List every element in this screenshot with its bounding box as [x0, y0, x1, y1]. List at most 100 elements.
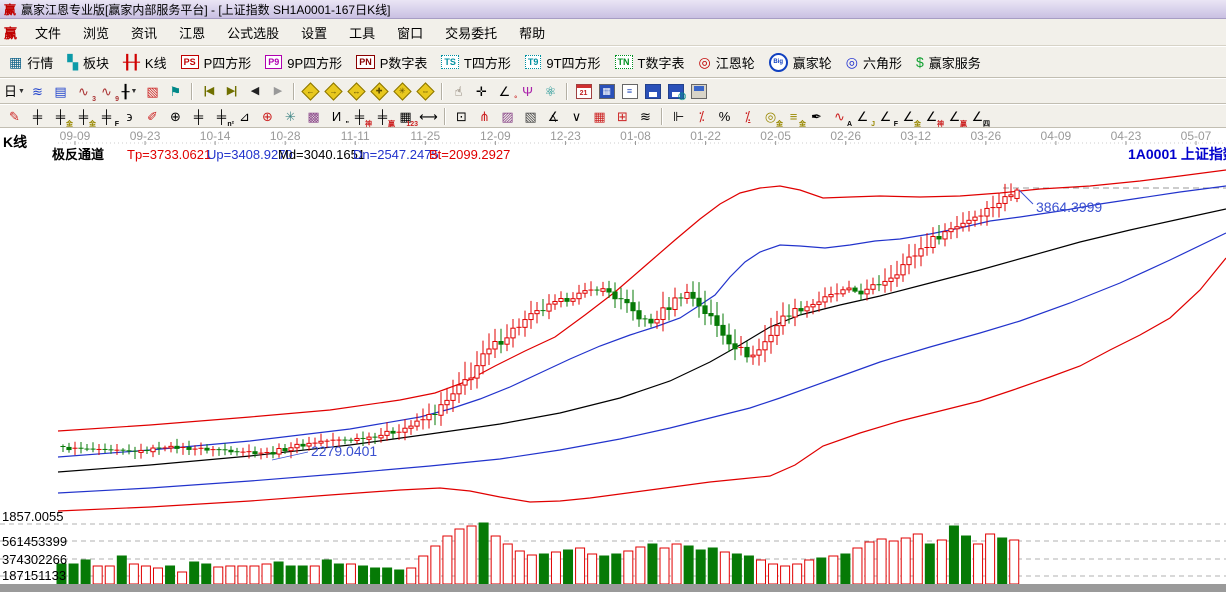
menu-item-formula-stock-pick[interactable]: 公式选股 [227, 25, 280, 41]
shaded-box-button[interactable]: ▧ [524, 108, 537, 124]
title-bar[interactable]: 赢 赢家江恩专业版[赢家内部服务平台] - [上证指数 SH1A0001-167… [0, 0, 1226, 19]
angle-measure-button[interactable]: ∠ ° [498, 83, 517, 103]
triangle-button[interactable]: ⊿ [239, 108, 250, 124]
wave-3-icon[interactable]: ∿ 3 [78, 83, 96, 103]
grid-web-button[interactable]: ▩ [307, 108, 320, 124]
calendar-button[interactable]: 21 [572, 82, 595, 101]
wave-9-icon[interactable]: ∿ 9 [101, 83, 119, 103]
fan-box-button[interactable]: ▨ [501, 108, 514, 124]
wave-channel-button[interactable]: ∿ A [834, 108, 852, 128]
menu-item-file[interactable]: 文件 [35, 25, 62, 41]
circle-gauge-button[interactable]: ⊕ [170, 108, 181, 124]
n2-ruler-button[interactable]: ╪ n² [216, 108, 234, 128]
shen-ruler-button[interactable]: ╪ 神 [354, 108, 372, 128]
percent-level-button[interactable]: ⁒ [744, 108, 751, 124]
menu-item-browse[interactable]: 浏览 [83, 25, 110, 41]
gold-circle-button[interactable]: ◎ 金 [764, 108, 783, 128]
i-wave-button[interactable]: И " [331, 108, 349, 128]
crosshair-button[interactable]: ✛ [476, 83, 487, 99]
gold-ruler-button[interactable]: ╪ 金 [55, 108, 73, 128]
zoom-out-button[interactable]: ✳ [391, 81, 414, 101]
net-save-button[interactable]: ◍ [664, 82, 687, 101]
color-chart-icon[interactable]: ⚑ [169, 83, 182, 99]
gann-wheel-button[interactable]: ◎ 江恩轮 [691, 51, 761, 74]
parallel-lines-button[interactable]: ≋ [640, 108, 651, 124]
percent-line-button[interactable]: ⁒ [698, 108, 705, 124]
price-scale-button[interactable]: ⊩ [672, 108, 685, 124]
t-number-table-button[interactable]: TN T数字表 [608, 51, 692, 74]
angle-ying-button[interactable]: ∠ 赢 [948, 108, 967, 128]
p-number-table-button-label: P数字表 [379, 55, 428, 71]
sectors-button[interactable]: ▚ 板块 [60, 51, 116, 74]
scale-ruler-button[interactable]: ╪ [193, 108, 204, 124]
spider-web-button[interactable]: ✳ [285, 108, 296, 124]
pattern-search-icon[interactable]: ≋ [32, 83, 43, 99]
target-circle-button[interactable]: ⊕ [262, 108, 273, 124]
icon-sub-label: 金 [89, 120, 96, 128]
next-bar-button[interactable]: ▶ [273, 84, 282, 97]
fit-width-button[interactable]: ⇔ [414, 81, 437, 101]
ruler-button[interactable]: ╪ [32, 108, 43, 124]
marker-pen-button[interactable]: ✒ [811, 108, 822, 124]
width-measure-button[interactable]: ⟷ [419, 108, 438, 124]
menu-item-trade-order[interactable]: 交易委托 [445, 25, 498, 41]
ying-ruler-button[interactable]: ╪ 赢 [377, 108, 395, 128]
fan-lines-button[interactable]: ⋔ [479, 108, 490, 124]
kline-button[interactable]: ╂╂ K线 [116, 51, 174, 74]
f-ruler-button[interactable]: ╪ F [101, 108, 119, 128]
menu-item-news[interactable]: 资讯 [131, 25, 158, 41]
zigzag-button[interactable]: ∨ [571, 108, 582, 124]
pan-hand-button[interactable]: ☝ [454, 83, 463, 99]
candle-body [450, 393, 456, 401]
notes-button[interactable]: ≡ [618, 82, 641, 101]
winner-service-button[interactable]: $ 赢家服务 [909, 51, 988, 74]
candle-style-button[interactable]: ╂ ▼ [121, 83, 138, 99]
angle-j-button[interactable]: ∠ J [856, 108, 875, 128]
volume-bar [599, 555, 610, 585]
brush-button[interactable]: ✐ [147, 108, 158, 124]
save-button[interactable] [641, 82, 664, 101]
menu-item-tools[interactable]: 工具 [349, 25, 376, 41]
menu-item-help[interactable]: 帮助 [519, 25, 546, 41]
red-grid-button[interactable]: ▦ [593, 108, 606, 124]
zoom-in-button[interactable]: ✚ [368, 81, 391, 101]
period-day-button[interactable]: 日 ▼ [4, 83, 25, 99]
print-button[interactable] [687, 82, 710, 101]
angle-f-button[interactable]: ∠ F [879, 108, 898, 128]
menu-item-window[interactable]: 窗口 [397, 25, 424, 41]
grid-123-button[interactable]: ▦ 123 [399, 108, 418, 128]
menu-item-settings[interactable]: 设置 [301, 25, 328, 41]
info-panel-icon[interactable]: ▤ [54, 83, 67, 99]
gold-ruler2-button[interactable]: ╪ 金 [78, 108, 96, 128]
web-tool-icon[interactable]: ⚛ [544, 83, 557, 99]
draw-pen-button[interactable]: ✎ [9, 108, 20, 124]
angle-lines-button[interactable]: ∡ [547, 108, 560, 124]
pattern-box-icon[interactable]: ▧ [146, 83, 159, 99]
gann-tool-icon[interactable]: Ψ [522, 83, 533, 99]
goto-start-button[interactable]: |◀ [203, 84, 215, 97]
menu-item-gann[interactable]: 江恩 [179, 25, 206, 41]
angle-shen-button[interactable]: ∠ 神 [925, 108, 944, 128]
grid-arrow-button[interactable]: ⊞ [617, 108, 628, 124]
shift-right-button[interactable]: → [322, 81, 345, 101]
quotes-button[interactable]: ▦ 行情 [2, 51, 60, 74]
percent-button[interactable]: % [718, 108, 731, 124]
t-square-button[interactable]: TS T四方形 [434, 51, 517, 74]
angle-four-button[interactable]: ∠ 四 [971, 108, 990, 128]
winner-wheel-button[interactable]: Big 赢家轮 [762, 51, 839, 74]
spiral-button[interactable]: ϶ [126, 108, 133, 124]
gold-line-button[interactable]: ≡ 金 [789, 108, 806, 128]
9p-square-button[interactable]: P9 9P四方形 [258, 51, 349, 74]
goto-end-button[interactable]: ▶| [226, 84, 238, 97]
p-square-button[interactable]: PS P四方形 [174, 51, 259, 74]
9t-square-button[interactable]: T9 9T四方形 [518, 51, 608, 74]
p-number-table-button[interactable]: PN P数字表 [349, 51, 434, 74]
calculator-button[interactable]: ▦ [595, 82, 618, 101]
box-tool-button[interactable]: ⊡ [456, 108, 467, 124]
shift-left-button[interactable]: ← [299, 81, 322, 101]
expand-horizontal-button[interactable]: ↔ [345, 81, 368, 101]
angle-gold-button[interactable]: ∠ 金 [902, 108, 921, 128]
prev-bar-button[interactable]: ◀ [250, 84, 259, 97]
hexagon-button[interactable]: ◎ 六角形 [839, 51, 909, 74]
